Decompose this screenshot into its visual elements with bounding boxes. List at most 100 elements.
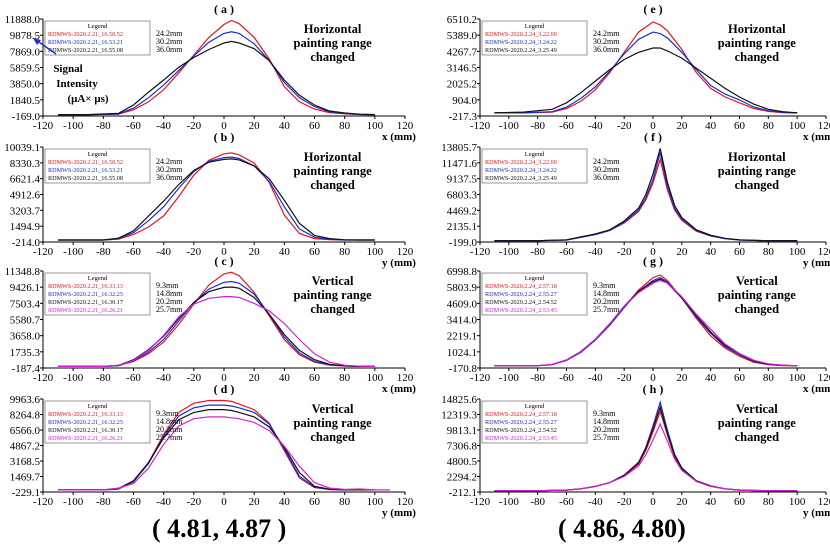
x-tick-label: -20: [617, 246, 632, 258]
legend-series-label: 30.2mm: [156, 165, 183, 174]
y-tick-label: 11348.8: [5, 266, 41, 278]
panel-annotation: Horizontal: [304, 150, 362, 164]
x-tick-label: -120: [470, 372, 491, 384]
x-tick-label: -20: [186, 496, 201, 508]
y-tick-label: -199.0: [449, 237, 478, 249]
legend-series-label: 14.8mm: [156, 417, 183, 426]
y-tick-label: 4867.2: [10, 441, 40, 453]
y-tick-label: 1024.1: [447, 347, 477, 359]
y-tick-label: 5389.0: [447, 30, 478, 42]
y-tick-label: 3850.0: [10, 79, 41, 91]
panel-annotation: Vertical: [736, 274, 778, 288]
legend-entry: RDMWS-2020.2.24_3.22.09: [485, 31, 557, 38]
chart-panel-f: ( f ) 13805.7 11471.6 9137.5 6803.3 4469.2 213…: [441, 130, 830, 269]
y-tick-label: 4267.7: [447, 46, 478, 58]
x-tick-label: 80: [763, 120, 775, 132]
legend-title: Legend: [525, 403, 545, 410]
legend-entry: RDMWS-2020.2.21_16.26.21: [48, 435, 123, 442]
legend-title: Legend: [88, 23, 108, 30]
y-tick-label: 6621.4: [10, 174, 41, 186]
y-tick-label: 10039.1: [4, 142, 40, 154]
x-tick-label: 120: [397, 496, 414, 508]
x-tick-label: -20: [617, 496, 632, 508]
x-tick-label: 60: [309, 246, 321, 258]
y-tick-label: 9878.5: [10, 30, 41, 42]
panel-annotation: painting range: [718, 416, 797, 430]
chart-title: ( f ): [644, 130, 662, 144]
x-tick-label: 0: [221, 246, 227, 258]
x-axis-label: x (mm): [382, 383, 416, 395]
x-tick-label: 100: [789, 496, 806, 508]
legend-box: [44, 20, 151, 56]
chart-panel-g: ( g ) 6998.8 5803.9 4609.0 3414.0 2219.1 1024.…: [447, 254, 830, 395]
y-tick-label: 3168.5: [10, 456, 41, 468]
x-tick-label: 100: [789, 246, 806, 258]
x-tick-label: -40: [156, 246, 171, 258]
legend-series-label: 9.3mm: [156, 409, 179, 418]
panel-annotation: painting range: [718, 36, 797, 50]
y-tick-label: 2135.1: [447, 221, 477, 233]
series-line-blue: [58, 156, 375, 241]
x-tick-label: 100: [367, 496, 384, 508]
x-tick-label: 80: [339, 496, 351, 508]
y-tick-label: 4469.2: [447, 205, 477, 217]
legend-series-label: 20.2mm: [593, 297, 620, 306]
legend-series-label: 36.0mm: [156, 173, 183, 182]
series-line-blue: [58, 31, 375, 116]
arrow-head-icon: [33, 38, 41, 45]
x-tick-label: 20: [249, 120, 261, 132]
x-tick-label: -60: [126, 372, 141, 384]
legend-series-label: 25.7mm: [156, 305, 183, 314]
panel-annotation: Vertical: [312, 402, 354, 416]
chart-title: ( a ): [214, 2, 234, 16]
legend-entry: RDMWS-2020.2.24_2.57.18: [485, 411, 557, 418]
x-axis-label: x (mm): [803, 131, 830, 143]
panel-annotation: painting range: [294, 416, 373, 430]
x-tick-label: -100: [499, 496, 520, 508]
x-tick-label: 100: [367, 372, 384, 384]
panel-annotation: painting range: [294, 288, 373, 302]
series-line-magenta: [58, 296, 375, 367]
y-tick-label: 11888.0: [5, 14, 41, 26]
y-tick-label: 9426.1: [10, 282, 40, 294]
x-tick-label: -40: [156, 120, 171, 132]
series-line-black: [58, 286, 375, 367]
x-tick-label: 100: [367, 120, 384, 132]
x-tick-label: 40: [279, 246, 291, 258]
legend-series-label: 30.2mm: [156, 37, 183, 46]
legend-title: Legend: [88, 151, 108, 158]
legend-entry: RDMWS-2020.2.21_16.26.21: [48, 307, 123, 314]
x-tick-label: 40: [705, 372, 717, 384]
y-tick-label: 6998.8: [447, 266, 478, 278]
legend-series-label: 14.8mm: [593, 417, 620, 426]
legend-entry: RDMWS-2020.2.21_16.33.13: [48, 411, 123, 418]
y-tick-label: 6566.0: [10, 425, 41, 437]
series-line-blue: [494, 31, 798, 114]
panel-annotation: changed: [310, 50, 355, 64]
legend-series-label: 14.8mm: [156, 289, 183, 298]
x-tick-label: 20: [676, 372, 688, 384]
x-tick-label: -80: [530, 496, 545, 508]
x-tick-label: -80: [96, 496, 111, 508]
y-tick-label: 12319.3: [441, 410, 477, 422]
panel-annotation: Vertical: [736, 402, 778, 416]
y-tick-label: 4800.5: [447, 456, 478, 468]
series-line-black: [58, 40, 375, 116]
x-tick-label: 0: [650, 246, 656, 258]
series-line-black: [494, 148, 798, 242]
x-tick-label: -120: [33, 120, 54, 132]
x-axis-label: x (mm): [382, 131, 416, 143]
x-tick-label: 20: [249, 372, 261, 384]
x-tick-label: -20: [186, 246, 201, 258]
legend-series-label: 36.0mm: [593, 45, 620, 54]
x-axis-label: x (mm): [803, 383, 830, 395]
legend-series-label: 24.2mm: [593, 29, 620, 38]
x-tick-label: 0: [221, 372, 227, 384]
x-tick-label: 60: [309, 496, 321, 508]
series-line-magenta: [494, 279, 798, 367]
x-axis-label: y (mm): [803, 257, 830, 269]
x-tick-label: -100: [499, 372, 520, 384]
chart-panel-e: ( e ) 6510.2 5389.0 4267.7 3146.5 2025.2 904.0…: [447, 2, 830, 143]
x-tick-label: 40: [279, 496, 291, 508]
